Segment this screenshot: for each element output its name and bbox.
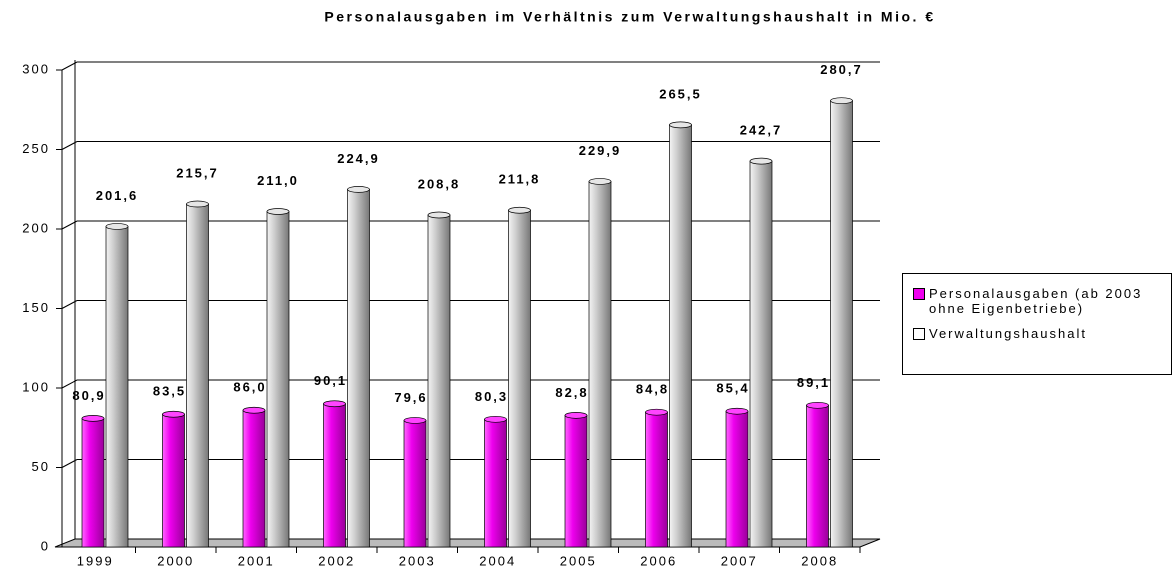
value-label: 280,7	[820, 62, 863, 77]
bar	[347, 189, 370, 548]
bar	[564, 414, 588, 548]
y-tick-label: 250	[22, 141, 50, 156]
bar-top	[725, 407, 749, 415]
bar	[588, 181, 612, 548]
value-label: 85,4	[716, 381, 749, 396]
bar	[105, 226, 129, 548]
y-tick-label: 200	[22, 220, 50, 235]
bar	[669, 124, 692, 548]
bar	[186, 203, 209, 548]
grid-line	[61, 379, 78, 389]
bar-top	[105, 223, 129, 230]
value-label: 215,7	[176, 165, 219, 180]
bar-top	[242, 406, 266, 414]
bar-top	[403, 417, 427, 424]
bar	[725, 410, 749, 548]
bar-top	[266, 208, 290, 215]
value-label: 229,9	[579, 143, 622, 158]
x-tick-label: 2007	[721, 553, 758, 568]
grid-line	[61, 459, 78, 468]
x-tick-label: 2004	[479, 553, 516, 568]
bar	[645, 411, 668, 548]
value-label: 211,0	[257, 173, 299, 188]
x-tick-label: 2008	[801, 553, 838, 568]
value-label: 89,1	[797, 375, 830, 390]
value-label: 83,5	[153, 384, 186, 399]
chart-title: Personalausgaben im Verhältnis zum Verwa…	[324, 9, 935, 25]
grid-line	[61, 141, 78, 150]
value-label: 201,6	[96, 188, 139, 203]
bar-top	[81, 415, 105, 422]
bar-top	[427, 211, 451, 219]
value-label: 211,8	[499, 172, 541, 187]
bar	[266, 211, 290, 548]
legend-swatch	[913, 328, 925, 340]
y-tick-label: 100	[22, 379, 50, 394]
y-tick-label: 50	[32, 459, 50, 474]
bar	[81, 418, 105, 548]
bar-top	[806, 401, 829, 409]
grid-line	[61, 61, 78, 71]
x-tick-label: 2005	[560, 553, 597, 568]
value-label: 86,0	[233, 380, 266, 395]
bar-top	[645, 408, 668, 416]
value-label: 265,5	[659, 86, 702, 101]
bar-top	[830, 97, 853, 105]
bar	[162, 413, 185, 548]
x-tick-label: 2006	[640, 553, 677, 568]
bar-top	[323, 400, 346, 408]
value-label: 90,1	[314, 373, 347, 388]
bar	[484, 418, 507, 548]
bar	[830, 100, 853, 548]
value-label: 80,9	[72, 388, 105, 403]
legend-swatch	[913, 288, 925, 300]
y-tick-label: 300	[22, 61, 50, 76]
value-label: 79,6	[394, 390, 427, 405]
bar-top	[484, 415, 507, 423]
bar	[403, 420, 427, 548]
bar	[427, 214, 451, 548]
grid-line	[61, 300, 78, 309]
legend-label: Verwaltungshaushalt	[929, 326, 1087, 341]
grid-line	[61, 220, 78, 230]
x-tick-label: 2002	[318, 553, 355, 568]
x-tick-label: 2003	[399, 553, 436, 568]
bar	[242, 409, 266, 548]
bar-top	[564, 411, 588, 419]
bar-top	[186, 200, 209, 208]
bar-top	[508, 206, 531, 214]
bar-top	[162, 410, 185, 418]
value-label: 80,3	[475, 389, 508, 404]
x-tick-label: 2001	[238, 553, 275, 568]
bar-top	[669, 121, 692, 129]
bar-top	[588, 178, 612, 185]
value-label: 224,9	[337, 151, 380, 166]
bar	[806, 404, 829, 548]
bar-top	[749, 157, 773, 165]
legend-label: Personalausgaben (ab 2003 ohne Eigenbetr…	[929, 286, 1143, 316]
bar	[749, 160, 773, 548]
legend-entry: Verwaltungshaushalt	[913, 326, 1167, 341]
x-tick-label: 1999	[77, 553, 114, 568]
value-label: 208,8	[418, 176, 461, 191]
y-tick-label: 150	[22, 300, 50, 315]
value-label: 84,8	[636, 382, 669, 397]
legend-entry: Personalausgaben (ab 2003 ohne Eigenbetr…	[913, 286, 1167, 316]
bar	[323, 403, 346, 548]
bar	[508, 209, 531, 548]
legend: Personalausgaben (ab 2003 ohne Eigenbetr…	[902, 273, 1172, 375]
value-label: 242,7	[740, 123, 783, 138]
y-tick-label: 0	[41, 538, 50, 553]
value-label: 82,8	[555, 385, 588, 400]
x-tick-label: 2000	[157, 553, 194, 568]
bar-top	[347, 186, 370, 193]
